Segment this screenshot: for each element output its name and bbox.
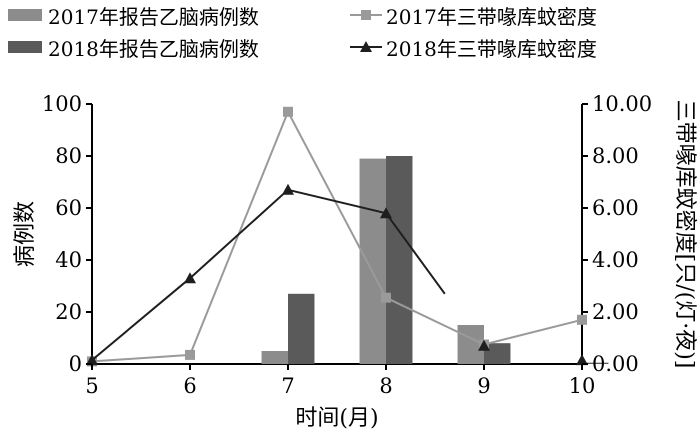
y-tick-label-60: 60 bbox=[55, 196, 82, 220]
point-2017-8 bbox=[381, 292, 391, 303]
point-2017-7 bbox=[283, 106, 293, 117]
x-tick-label-6: 6 bbox=[183, 374, 196, 398]
legend: 2017年报告乙脑病例数 2018年报告乙脑病例数 2017年三带喙库蚊密度 2… bbox=[8, 5, 597, 61]
x-ticks: 5 6 7 8 9 10 bbox=[85, 364, 595, 398]
lines bbox=[86, 106, 588, 367]
x-tick-label-7: 7 bbox=[281, 374, 294, 398]
legend-marker-2017-density bbox=[361, 10, 371, 20]
x-tick-label-8: 8 bbox=[379, 374, 392, 398]
y-tick-label-20: 20 bbox=[55, 300, 82, 324]
y-tick-label-40: 40 bbox=[55, 248, 82, 272]
x-tick-label-9: 9 bbox=[477, 374, 490, 398]
legend-label-2018-cases: 2018年报告乙脑病例数 bbox=[48, 37, 259, 61]
y2-tick-label-2.00: 2.00 bbox=[592, 300, 639, 324]
point-2017-10 bbox=[577, 314, 587, 325]
legend-label-2017-density: 2017年三带喙库蚊密度 bbox=[386, 5, 597, 29]
x-tick-label-5: 5 bbox=[85, 374, 98, 398]
y-axis-title: 病例数 bbox=[13, 201, 38, 267]
line-2017-density bbox=[91, 109, 583, 363]
legend-label-2017-cases: 2017年报告乙脑病例数 bbox=[48, 5, 259, 29]
point-2017-6 bbox=[185, 349, 195, 360]
point-2018-5 bbox=[86, 354, 98, 366]
bar-2018-7 bbox=[288, 293, 315, 364]
point-2018-7 bbox=[282, 183, 294, 195]
y-ticks-left: 0 20 40 60 80 100 bbox=[42, 92, 92, 376]
point-2018-8 bbox=[380, 207, 392, 219]
y-tick-label-80: 80 bbox=[55, 144, 82, 168]
y2-tick-label-0.00: 0.00 bbox=[592, 352, 639, 376]
point-2018-10 bbox=[576, 354, 588, 366]
legend-swatch-2017-cases bbox=[8, 9, 42, 21]
y2-tick-label-6.00: 6.00 bbox=[592, 196, 639, 220]
legend-label-2018-density: 2018年三带喙库蚊密度 bbox=[386, 37, 597, 61]
y-ticks-right: 0.00 2.00 4.00 6.00 8.00 10.00 bbox=[582, 92, 652, 376]
x-tick-label-10: 10 bbox=[569, 374, 596, 398]
bar-2018-9 bbox=[484, 343, 511, 364]
bar-2017-8 bbox=[359, 158, 386, 364]
y-tick-label-100: 100 bbox=[42, 92, 82, 116]
point-2018-9 bbox=[478, 339, 490, 351]
x-axis-title: 时间(月) bbox=[295, 406, 378, 431]
y2-tick-label-8.00: 8.00 bbox=[592, 144, 639, 168]
legend-swatch-2018-cases bbox=[8, 41, 42, 53]
point-2018-6 bbox=[184, 272, 196, 284]
bar-2018-8 bbox=[386, 156, 413, 364]
y2-tick-label-4.00: 4.00 bbox=[592, 248, 639, 272]
bar-2018-10 bbox=[582, 362, 609, 364]
y2-tick-label-10.00: 10.00 bbox=[592, 92, 652, 116]
y-tick-label-0: 0 bbox=[69, 352, 82, 376]
legend-marker-2018-density bbox=[360, 41, 372, 52]
bars bbox=[261, 156, 609, 364]
y2-axis-title: 三带喙库蚊密度[只/(灯·夜)] bbox=[672, 100, 697, 369]
bar-2017-7 bbox=[261, 351, 288, 364]
